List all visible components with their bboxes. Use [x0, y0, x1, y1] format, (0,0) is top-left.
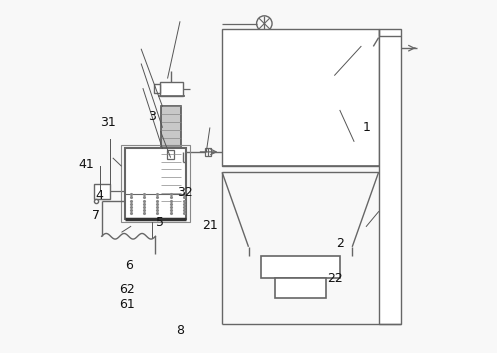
Bar: [222, 29, 379, 166]
Text: 21: 21: [202, 219, 218, 232]
Bar: [379, 29, 402, 324]
Bar: [125, 148, 186, 219]
Text: 62: 62: [119, 283, 135, 296]
Bar: [205, 148, 211, 156]
Bar: [94, 184, 110, 199]
Text: 6: 6: [125, 259, 133, 271]
Bar: [154, 84, 160, 93]
Bar: [167, 150, 174, 159]
Bar: [161, 106, 181, 201]
Text: 3: 3: [148, 110, 156, 123]
Text: 22: 22: [327, 272, 342, 285]
Text: 41: 41: [78, 158, 94, 171]
Text: 5: 5: [156, 216, 164, 229]
Text: 8: 8: [176, 324, 184, 337]
Text: 7: 7: [91, 209, 99, 222]
Text: 32: 32: [176, 186, 192, 199]
Text: 2: 2: [336, 237, 344, 250]
Bar: [275, 279, 326, 298]
Bar: [261, 256, 340, 279]
Bar: [160, 82, 183, 96]
Text: 4: 4: [95, 189, 103, 202]
Text: 31: 31: [100, 115, 116, 128]
Text: 1: 1: [362, 121, 370, 134]
Bar: [121, 145, 190, 222]
Text: 61: 61: [119, 298, 135, 311]
